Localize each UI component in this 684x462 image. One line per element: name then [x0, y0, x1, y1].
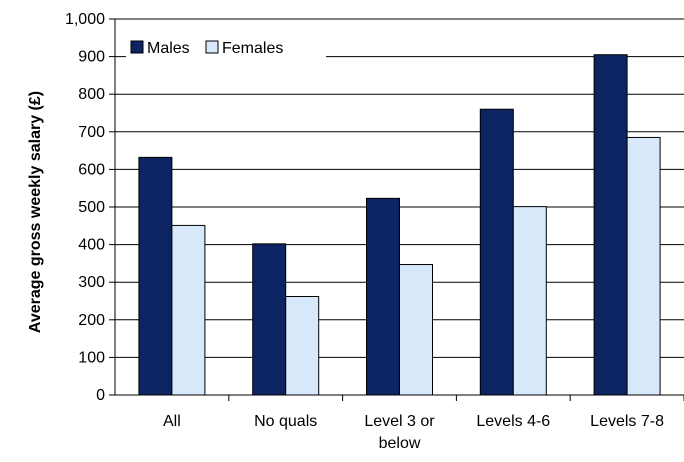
x-tick-label: Levels 7-8 — [590, 413, 664, 430]
x-tick-label: Level 3 or below — [364, 413, 435, 452]
y-tick-label: 0 — [96, 387, 105, 404]
y-tick-label: 400 — [78, 237, 105, 254]
legend: Males Females — [126, 33, 326, 63]
x-tick-label: All — [163, 413, 181, 430]
y-tick-label: 800 — [78, 86, 105, 103]
legend-background — [126, 33, 326, 63]
y-tick-label: 200 — [78, 312, 105, 329]
legend-label-males: Males — [147, 40, 190, 57]
bar-males-0 — [138, 156, 173, 396]
y-tick-labels: 0 100 200 300 400 500 600 700 800 900 1,000 — [65, 11, 105, 404]
x-tick-label: Levels 4-6 — [476, 413, 550, 430]
y-tick-label: 100 — [78, 349, 105, 366]
legend-swatch-females — [205, 40, 219, 54]
x-tick-label: No quals — [254, 413, 317, 430]
bar-males-2 — [366, 197, 400, 396]
y-tick-label: 1,000 — [65, 11, 105, 28]
bar-females-2 — [399, 264, 433, 396]
bar-females-3 — [512, 206, 547, 396]
axes — [109, 18, 684, 401]
legend-swatch-males — [130, 40, 144, 54]
bar-males-1 — [252, 243, 287, 396]
bar-females-1 — [285, 295, 320, 396]
bars — [138, 54, 661, 396]
bar-females-0 — [171, 224, 206, 396]
x-tick-labels: All No quals Level 3 or below Levels 4-6 Leve… — [163, 413, 664, 452]
y-tick-label: 700 — [78, 124, 105, 141]
y-tick-label: 300 — [78, 274, 105, 291]
bar-females-4 — [626, 136, 661, 396]
y-tick-label: 900 — [78, 49, 105, 66]
bar-males-3 — [479, 108, 514, 396]
legend-label-females: Females — [222, 40, 283, 57]
y-axis-title: Average gross weekly salary (£) — [27, 91, 44, 333]
bar-males-4 — [593, 54, 628, 396]
y-tick-label: 500 — [78, 199, 105, 216]
y-tick-label: 600 — [78, 161, 105, 178]
